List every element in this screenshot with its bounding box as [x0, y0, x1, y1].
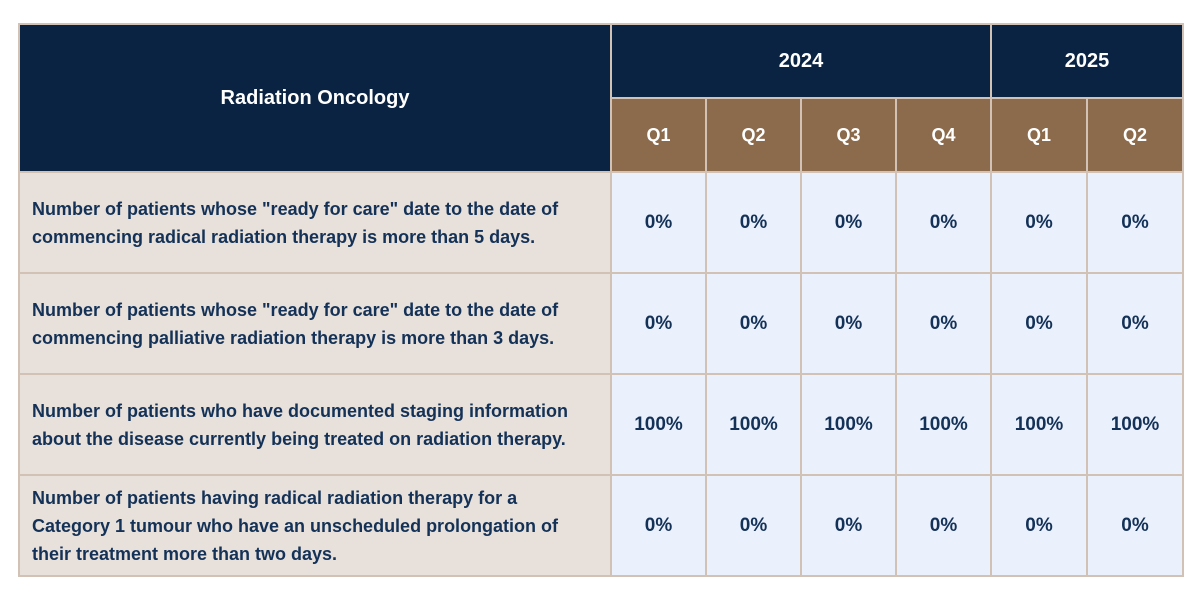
value-cell: 100% [1086, 373, 1184, 476]
value-cell: 100% [705, 373, 802, 476]
quarter-header: Q2 [1086, 97, 1184, 173]
value-cell: 100% [990, 373, 1088, 476]
year-header-2024: 2024 [610, 23, 992, 99]
value-cell: 0% [705, 474, 802, 577]
table-row: Number of patients having radical radiat… [18, 474, 1184, 577]
value-cell: 100% [895, 373, 992, 476]
table-body: Number of patients whose "ready for care… [18, 171, 1184, 577]
row-label: Number of patients who have documented s… [18, 373, 612, 476]
radiation-oncology-table-wrapper: Radiation Oncology 2024 2025 Q1 Q2 Q3 Q4… [18, 23, 1184, 577]
quarter-header: Q1 [990, 97, 1088, 173]
value-cell: 0% [990, 474, 1088, 577]
value-cell: 0% [1086, 272, 1184, 375]
table-row: Number of patients whose "ready for care… [18, 171, 1184, 274]
value-cell: 0% [610, 171, 707, 274]
quarter-header-row: Q1 Q2 Q3 Q4 Q1 Q2 [19, 97, 1184, 173]
table-header: Radiation Oncology 2024 2025 Q1 Q2 Q3 Q4… [18, 23, 1184, 173]
table-row: Number of patients whose "ready for care… [18, 272, 1184, 375]
value-cell: 100% [610, 373, 707, 476]
value-cell: 0% [895, 474, 992, 577]
row-label: Number of patients whose "ready for care… [18, 171, 612, 274]
value-cell: 0% [990, 272, 1088, 375]
quarter-header: Q4 [895, 97, 992, 173]
quarter-header: Q3 [800, 97, 897, 173]
value-cell: 0% [610, 272, 707, 375]
value-cell: 0% [895, 272, 992, 375]
quarter-header: Q1 [610, 97, 707, 173]
value-cell: 0% [1086, 474, 1184, 577]
radiation-oncology-table: Radiation Oncology 2024 2025 Q1 Q2 Q3 Q4… [18, 23, 1184, 577]
value-cell: 0% [895, 171, 992, 274]
year-header-row: Radiation Oncology 2024 2025 [18, 23, 1184, 173]
value-cell: 100% [800, 373, 897, 476]
value-cell: 0% [705, 171, 802, 274]
row-label: Number of patients whose "ready for care… [18, 272, 612, 375]
value-cell: 0% [705, 272, 802, 375]
value-cell: 0% [800, 171, 897, 274]
value-cell: 0% [1086, 171, 1184, 274]
table-title: Radiation Oncology [18, 23, 612, 173]
value-cell: 0% [800, 272, 897, 375]
quarter-header: Q2 [705, 97, 802, 173]
year-header-2025: 2025 [990, 23, 1184, 99]
value-cell: 0% [990, 171, 1088, 274]
row-label: Number of patients having radical radiat… [18, 474, 612, 577]
table-row: Number of patients who have documented s… [18, 373, 1184, 476]
value-cell: 0% [610, 474, 707, 577]
value-cell: 0% [800, 474, 897, 577]
